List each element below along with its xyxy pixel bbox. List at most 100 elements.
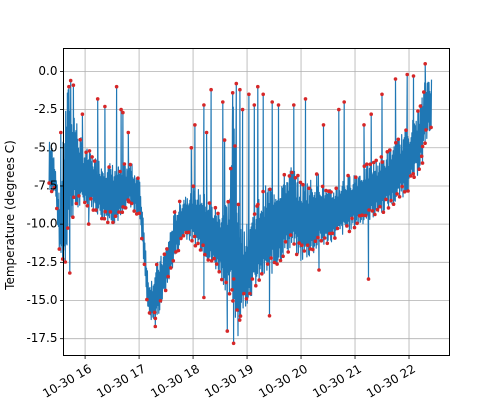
data-point	[405, 72, 410, 77]
data-point	[92, 159, 97, 163]
data-point	[176, 248, 181, 253]
data-point	[260, 272, 264, 276]
data-point	[420, 161, 425, 165]
data-point	[307, 186, 311, 191]
data-point	[292, 242, 296, 246]
data-point	[191, 184, 196, 188]
data-point	[71, 215, 75, 219]
data-point	[57, 247, 62, 251]
data-point	[193, 243, 198, 248]
data-point	[292, 103, 296, 107]
data-point	[52, 186, 56, 190]
data-point	[303, 97, 308, 101]
data-point	[206, 258, 210, 262]
data-point	[252, 103, 257, 107]
data-point	[192, 234, 197, 239]
data-point	[154, 262, 159, 267]
data-point	[153, 316, 158, 321]
data-point	[269, 256, 273, 260]
data-point	[126, 130, 131, 135]
data-point	[276, 103, 281, 107]
data-point	[238, 87, 242, 92]
data-point	[165, 247, 169, 251]
x-tick-label: 10-30 21	[310, 362, 364, 400]
data-point	[412, 175, 416, 179]
data-point	[395, 192, 399, 196]
data-point	[87, 149, 92, 153]
data-point	[55, 206, 59, 211]
data-point	[196, 241, 200, 246]
data-point	[334, 186, 339, 191]
data-point	[230, 91, 235, 95]
y-axis-label: Temperature (degrees C)	[3, 140, 17, 291]
data-point	[111, 220, 115, 225]
data-point	[100, 216, 104, 221]
data-point	[362, 164, 367, 168]
data-point	[85, 204, 90, 208]
data-point	[94, 208, 98, 212]
data-point	[373, 212, 377, 217]
data-point	[222, 138, 227, 142]
data-point	[68, 271, 72, 275]
data-point	[122, 162, 127, 166]
data-point	[397, 195, 402, 199]
data-point	[333, 236, 337, 240]
data-point	[272, 260, 277, 265]
data-point	[240, 107, 245, 112]
y-tick-label: -10.0	[26, 217, 57, 231]
data-point	[202, 295, 206, 300]
data-point	[422, 90, 426, 94]
data-point	[268, 187, 272, 192]
data-point	[103, 209, 108, 214]
data-point	[347, 229, 352, 234]
data-point	[106, 220, 110, 225]
data-point	[366, 277, 371, 281]
data-point	[228, 166, 233, 171]
data-point	[220, 277, 224, 282]
data-point	[294, 252, 299, 257]
data-point	[68, 78, 73, 83]
data-point	[298, 180, 303, 185]
data-point	[404, 128, 408, 132]
data-point	[378, 204, 382, 209]
data-point	[321, 123, 326, 127]
data-point	[322, 236, 327, 240]
data-point	[204, 130, 209, 135]
data-point	[119, 107, 123, 112]
data-point	[147, 311, 152, 315]
y-tick-label: -7.5	[34, 178, 57, 192]
data-point	[242, 291, 246, 296]
x-tick-label: 10-30 17	[94, 362, 148, 400]
data-point	[355, 221, 359, 226]
data-point	[402, 190, 407, 194]
data-point	[207, 201, 212, 205]
data-point	[380, 160, 385, 164]
data-point	[288, 233, 293, 237]
data-point	[152, 310, 157, 315]
data-point	[233, 144, 237, 148]
data-point	[179, 236, 183, 241]
data-point	[90, 155, 94, 159]
data-point	[352, 225, 357, 230]
data-point	[80, 112, 85, 116]
data-point	[328, 231, 332, 236]
data-point	[418, 104, 423, 108]
data-point	[181, 233, 186, 238]
data-point	[216, 211, 220, 216]
data-point	[198, 248, 203, 252]
data-point	[230, 288, 234, 292]
data-point	[384, 197, 388, 202]
y-tick-label: 0.0	[38, 64, 57, 78]
data-point	[137, 211, 142, 216]
data-point	[47, 181, 51, 185]
data-point	[389, 198, 393, 203]
data-point	[362, 123, 366, 127]
data-point	[95, 97, 100, 101]
y-tick-label: -15.0	[26, 293, 57, 307]
data-point	[265, 262, 270, 266]
data-point	[300, 243, 304, 247]
data-point	[234, 81, 239, 86]
data-point	[225, 329, 230, 333]
x-tick-label: 10-30 18	[148, 362, 202, 400]
data-point	[162, 252, 167, 256]
